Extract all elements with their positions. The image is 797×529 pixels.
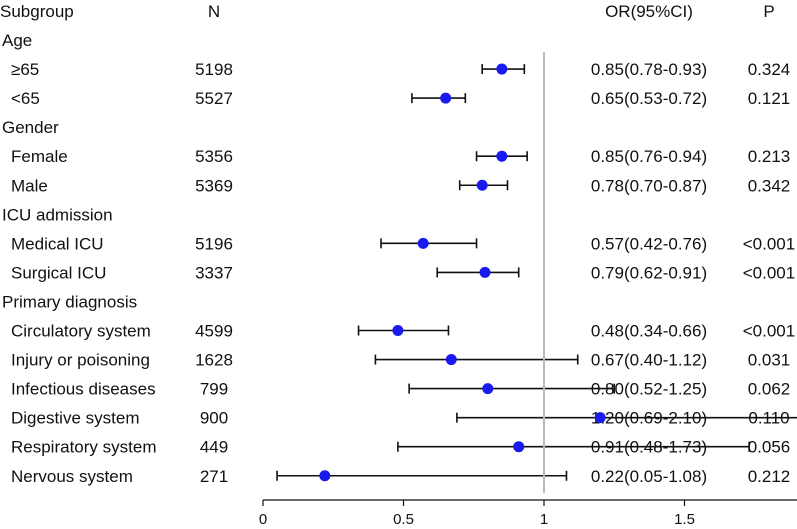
subgroup-row: Digestive system 900 1.20(0.69-2.10) 0.110 [11, 409, 797, 428]
subgroup-row: Female 5356 0.85(0.76-0.94) 0.213 [11, 147, 790, 166]
column-header-subgroup: Subgroup [0, 2, 74, 21]
row-label: ≥65 [11, 60, 39, 79]
or-ci-text: 0.80(0.52-1.25) [591, 380, 707, 399]
p-value: 0.056 [748, 438, 791, 457]
group-label: ICU admission [2, 205, 113, 224]
row-label: Medical ICU [11, 234, 104, 253]
subgroup-row: Nervous system 271 0.22(0.05-1.08) 0.212 [11, 467, 790, 486]
p-value: 0.324 [748, 60, 791, 79]
sample-size: 5198 [195, 60, 233, 79]
subgroup-row: Respiratory system 449 0.91(0.48-1.73) 0.05… [11, 438, 790, 457]
p-value: <0.001 [743, 322, 795, 341]
or-ci-text: 0.22(0.05-1.08) [591, 467, 707, 486]
or-ci-text: 0.67(0.40-1.12) [591, 351, 707, 370]
row-label: Female [11, 147, 68, 166]
row-label: Nervous system [11, 467, 133, 486]
p-value: 0.342 [748, 176, 791, 195]
x-axis-tick-label: 1.5 [674, 511, 695, 528]
or-ci-text: 0.78(0.70-0.87) [591, 176, 707, 195]
sample-size: 3337 [195, 263, 233, 282]
row-label: Injury or poisoning [11, 351, 150, 370]
or-ci-text: 0.65(0.53-0.72) [591, 89, 707, 108]
row-label: Respiratory system [11, 438, 156, 457]
sample-size: 5369 [195, 176, 233, 195]
subgroup-header: Gender [2, 118, 59, 137]
point-estimate [440, 92, 452, 104]
sample-size: 449 [200, 438, 228, 457]
subgroup-header: Age [2, 31, 32, 50]
subgroup-header: Primary diagnosis [2, 292, 137, 311]
subgroup-row: Infectious diseases 799 0.80(0.52-1.25) 0.0… [11, 380, 790, 399]
p-value: 0.121 [748, 89, 791, 108]
row-label: Digestive system [11, 409, 139, 428]
x-axis-tick-label: 1 [540, 511, 548, 528]
p-value: <0.001 [743, 263, 795, 282]
sample-size: 271 [200, 467, 228, 486]
row-label: Surgical ICU [11, 263, 106, 282]
p-value: 0.062 [748, 380, 791, 399]
row-label: Infectious diseases [11, 380, 156, 399]
or-ci-text: 0.79(0.62-0.91) [591, 263, 707, 282]
row-label: <65 [11, 89, 40, 108]
subgroup-row: Circulatory system 4599 0.48(0.34-0.66) <0.… [11, 322, 795, 341]
or-ci-text: 0.57(0.42-0.76) [591, 234, 707, 253]
point-estimate [496, 63, 508, 75]
point-estimate [496, 150, 508, 162]
point-estimate [594, 412, 606, 424]
column-header-n: N [208, 2, 220, 21]
column-header-p: P [763, 2, 774, 21]
point-estimate [482, 383, 494, 395]
or-ci-text: 0.48(0.34-0.66) [591, 322, 707, 341]
column-header-or: OR(95%CI) [605, 2, 693, 21]
p-value: 0.213 [748, 147, 791, 166]
subgroup-row: Surgical ICU 3337 0.79(0.62-0.91) <0.001 [11, 263, 795, 282]
point-estimate [417, 237, 429, 249]
p-value: 0.031 [748, 351, 791, 370]
row-label: Circulatory system [11, 322, 151, 341]
sample-size: 900 [200, 409, 228, 428]
p-value: 0.212 [748, 467, 791, 486]
group-label: Gender [2, 118, 59, 137]
point-estimate [319, 470, 331, 482]
sample-size: 4599 [195, 322, 233, 341]
group-label: Primary diagnosis [2, 292, 137, 311]
point-estimate [392, 325, 404, 336]
sample-size: 1628 [195, 351, 233, 370]
subgroup-row: ≥65 5198 0.85(0.78-0.93) 0.324 [11, 60, 790, 79]
point-estimate [445, 354, 457, 366]
subgroup-row: Injury or poisoning 1628 0.67(0.40-1.12) 0.… [11, 351, 790, 370]
subgroup-row: <65 5527 0.65(0.53-0.72) 0.121 [11, 89, 790, 108]
or-ci-text: 0.85(0.78-0.93) [591, 60, 707, 79]
x-axis-tick-label: 0.5 [393, 511, 414, 528]
sample-size: 799 [200, 380, 228, 399]
sample-size: 5356 [195, 147, 233, 166]
subgroup-row: Male 5369 0.78(0.70-0.87) 0.342 [11, 176, 790, 195]
point-estimate [479, 266, 491, 278]
point-estimate [513, 441, 525, 453]
subgroup-header: ICU admission [2, 205, 113, 224]
sample-size: 5527 [195, 89, 233, 108]
subgroup-row: Medical ICU 5196 0.57(0.42-0.76) <0.001 [11, 234, 795, 253]
row-label: Male [11, 176, 48, 195]
p-value: <0.001 [743, 234, 795, 253]
sample-size: 5196 [195, 234, 233, 253]
or-ci-text: 0.85(0.76-0.94) [591, 147, 707, 166]
x-axis-tick-label: 0 [259, 511, 267, 528]
point-estimate [476, 179, 488, 191]
group-label: Age [2, 31, 32, 50]
